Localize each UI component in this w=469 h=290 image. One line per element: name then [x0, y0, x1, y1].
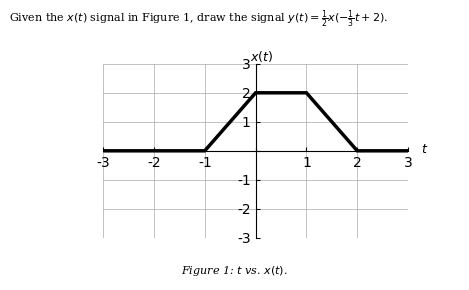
- Text: Given the $x(t)$ signal in Figure 1, draw the signal $y(t) = \frac{1}{2}x(-\frac: Given the $x(t)$ signal in Figure 1, dra…: [9, 9, 388, 30]
- Text: Figure 1: $t$ vs. $x(t)$.: Figure 1: $t$ vs. $x(t)$.: [181, 264, 288, 278]
- Text: $t$: $t$: [421, 143, 428, 156]
- Text: $x(t)$: $x(t)$: [250, 49, 273, 64]
